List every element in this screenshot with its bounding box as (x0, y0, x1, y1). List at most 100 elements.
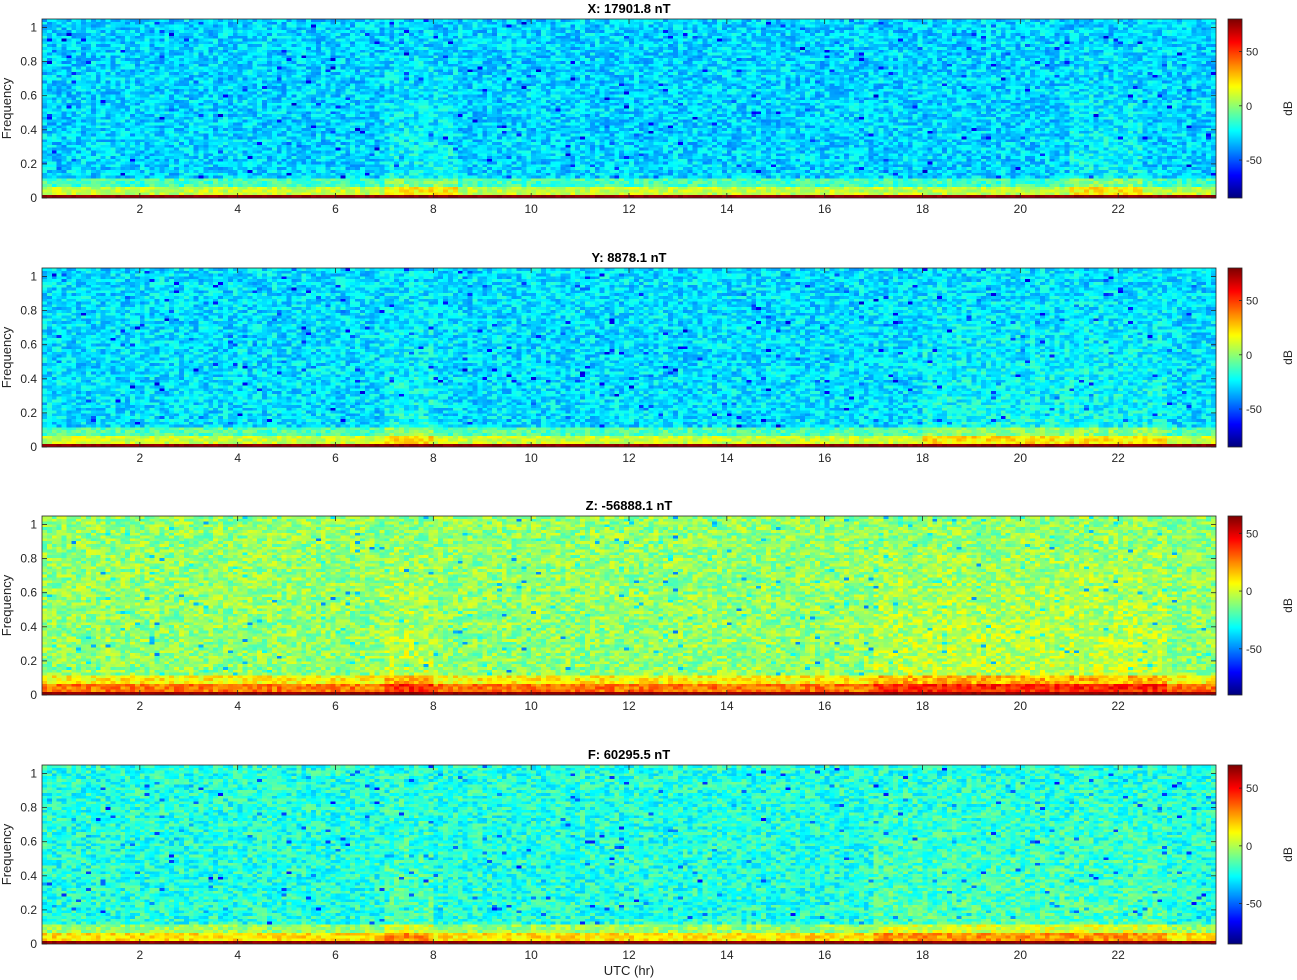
colorbar-tick-label: -50 (1246, 899, 1262, 911)
colorbar-tick-label: 50 (1246, 783, 1258, 795)
panel-title: X: 17901.8 nT (587, 1, 671, 16)
x-tick-label: 4 (234, 699, 241, 713)
y-tick-label: 0.8 (20, 552, 37, 566)
x-tick-label: 6 (332, 699, 339, 713)
x-axis-label: UTC (hr) (603, 963, 655, 978)
x-tick-label: 4 (234, 948, 241, 962)
x-tick-label: 18 (916, 699, 930, 713)
y-axis-label: Frequency (0, 823, 14, 885)
x-tick-label: 8 (430, 202, 437, 216)
x-tick-label: 10 (524, 948, 538, 962)
colorbar-tick-label: 0 (1246, 101, 1252, 113)
colorbar-tick-label: 0 (1246, 586, 1252, 598)
colorbar-label: dB (1281, 847, 1295, 862)
y-tick-label: 0.6 (20, 586, 37, 600)
x-tick-label: 10 (524, 451, 538, 465)
colorbar-tick-label: 0 (1246, 841, 1252, 853)
x-tick-label: 20 (1014, 202, 1028, 216)
y-tick-label: 0.2 (20, 157, 37, 171)
panel-title: Y: 8878.1 nT (591, 250, 667, 265)
colorbar-label: dB (1281, 598, 1295, 613)
x-tick-label: 18 (916, 451, 930, 465)
x-tick-label: 16 (818, 451, 832, 465)
y-tick-label: 0 (30, 688, 37, 702)
x-tick-label: 14 (720, 948, 734, 962)
colorbar-tick-label: -50 (1246, 404, 1262, 416)
y-tick-label: 0 (30, 937, 37, 951)
y-tick-label: 0.4 (20, 620, 37, 634)
colorbar-gradient (1228, 268, 1242, 447)
x-tick-label: 8 (430, 699, 437, 713)
y-tick-label: 1 (30, 518, 37, 532)
y-tick-label: 0.4 (20, 372, 37, 386)
x-tick-label: 16 (818, 202, 832, 216)
colorbar-frame (1227, 764, 1243, 945)
x-tick-label: 12 (622, 948, 636, 962)
x-tick-label: 6 (332, 202, 339, 216)
colorbar-label: dB (1281, 350, 1295, 365)
colorbar-tick-label: 0 (1246, 350, 1252, 362)
x-tick-label: 10 (524, 699, 538, 713)
colorbar-label: dB (1281, 101, 1295, 116)
x-tick-label: 8 (430, 948, 437, 962)
x-tick-label: 20 (1014, 948, 1028, 962)
y-tick-label: 0.8 (20, 801, 37, 815)
x-tick-label: 20 (1014, 451, 1028, 465)
panel-title: F: 60295.5 nT (587, 747, 671, 762)
colorbar-gradient (1228, 19, 1242, 198)
y-tick-label: 0.4 (20, 123, 37, 137)
x-tick-label: 20 (1014, 699, 1028, 713)
colorbar-frame (1227, 267, 1243, 448)
y-tick-label: 0.6 (20, 338, 37, 352)
y-tick-label: 0 (30, 440, 37, 454)
x-tick-label: 8 (430, 451, 437, 465)
colorbar-tick-label: -50 (1246, 644, 1262, 656)
y-tick-label: 1 (30, 21, 37, 35)
x-tick-label: 6 (332, 948, 339, 962)
colorbar-gradient (1228, 516, 1242, 695)
x-tick-label: 2 (136, 699, 143, 713)
colorbar-tick-label: -50 (1246, 155, 1262, 167)
y-tick-label: 1 (30, 767, 37, 781)
y-tick-label: 0.8 (20, 55, 37, 69)
y-axis-label: Frequency (0, 574, 14, 636)
y-axis-label: Frequency (0, 326, 14, 388)
x-tick-label: 2 (136, 451, 143, 465)
x-tick-label: 2 (136, 202, 143, 216)
colorbar-tick-label: 50 (1246, 528, 1258, 540)
x-tick-label: 14 (720, 202, 734, 216)
y-tick-label: 0.2 (20, 406, 37, 420)
x-tick-label: 16 (818, 948, 832, 962)
x-tick-label: 22 (1111, 948, 1125, 962)
y-tick-label: 0.2 (20, 903, 37, 917)
colorbar-frame (1227, 18, 1243, 199)
spectrogram-image (42, 268, 1216, 447)
x-tick-label: 18 (916, 202, 930, 216)
x-tick-label: 14 (720, 699, 734, 713)
spectrogram-image (42, 765, 1216, 944)
x-tick-label: 22 (1111, 451, 1125, 465)
x-tick-label: 22 (1111, 699, 1125, 713)
y-tick-label: 0.6 (20, 835, 37, 849)
x-tick-label: 4 (234, 202, 241, 216)
y-tick-label: 1 (30, 270, 37, 284)
x-tick-label: 12 (622, 202, 636, 216)
x-tick-label: 16 (818, 699, 832, 713)
y-tick-label: 0.6 (20, 89, 37, 103)
colorbar-gradient (1228, 765, 1242, 944)
colorbar-tick-label: 50 (1246, 296, 1258, 308)
x-tick-label: 12 (622, 699, 636, 713)
panel-title: Z: -56888.1 nT (585, 498, 673, 513)
x-tick-label: 22 (1111, 202, 1125, 216)
x-tick-label: 12 (622, 451, 636, 465)
y-tick-label: 0.2 (20, 654, 37, 668)
x-tick-label: 2 (136, 948, 143, 962)
y-tick-label: 0.8 (20, 304, 37, 318)
